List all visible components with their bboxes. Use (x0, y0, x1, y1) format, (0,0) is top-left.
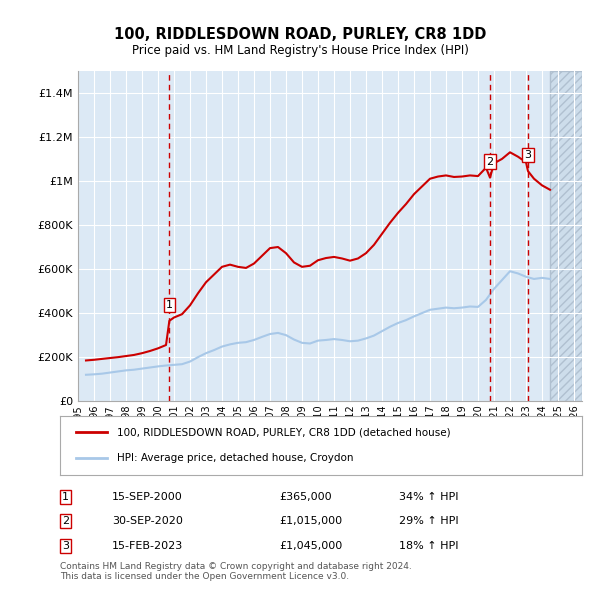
Text: HPI: Average price, detached house, Croydon: HPI: Average price, detached house, Croy… (118, 454, 354, 463)
Text: 30-SEP-2020: 30-SEP-2020 (112, 516, 183, 526)
Text: 3: 3 (62, 541, 69, 550)
Text: 3: 3 (524, 150, 532, 160)
Bar (550, 71, 582, 401)
Text: £1,015,000: £1,015,000 (279, 516, 343, 526)
Text: 18% ↑ HPI: 18% ↑ HPI (400, 541, 459, 550)
Text: 2: 2 (62, 516, 69, 526)
Text: This data is licensed under the Open Government Licence v3.0.: This data is licensed under the Open Gov… (60, 572, 349, 581)
Text: 100, RIDDLESDOWN ROAD, PURLEY, CR8 1DD: 100, RIDDLESDOWN ROAD, PURLEY, CR8 1DD (114, 27, 486, 41)
Bar (550, 71, 582, 401)
Text: Price paid vs. HM Land Registry's House Price Index (HPI): Price paid vs. HM Land Registry's House … (131, 44, 469, 57)
Text: 15-SEP-2000: 15-SEP-2000 (112, 492, 183, 502)
Text: 1: 1 (62, 492, 69, 502)
Text: 2: 2 (487, 156, 494, 166)
Text: 100, RIDDLESDOWN ROAD, PURLEY, CR8 1DD (detached house): 100, RIDDLESDOWN ROAD, PURLEY, CR8 1DD (… (118, 428, 451, 437)
Text: 1: 1 (166, 300, 173, 310)
Text: £1,045,000: £1,045,000 (279, 541, 343, 550)
Text: Contains HM Land Registry data © Crown copyright and database right 2024.: Contains HM Land Registry data © Crown c… (60, 562, 412, 571)
Text: £365,000: £365,000 (279, 492, 332, 502)
Text: 34% ↑ HPI: 34% ↑ HPI (400, 492, 459, 502)
Text: 15-FEB-2023: 15-FEB-2023 (112, 541, 184, 550)
Text: 29% ↑ HPI: 29% ↑ HPI (400, 516, 459, 526)
